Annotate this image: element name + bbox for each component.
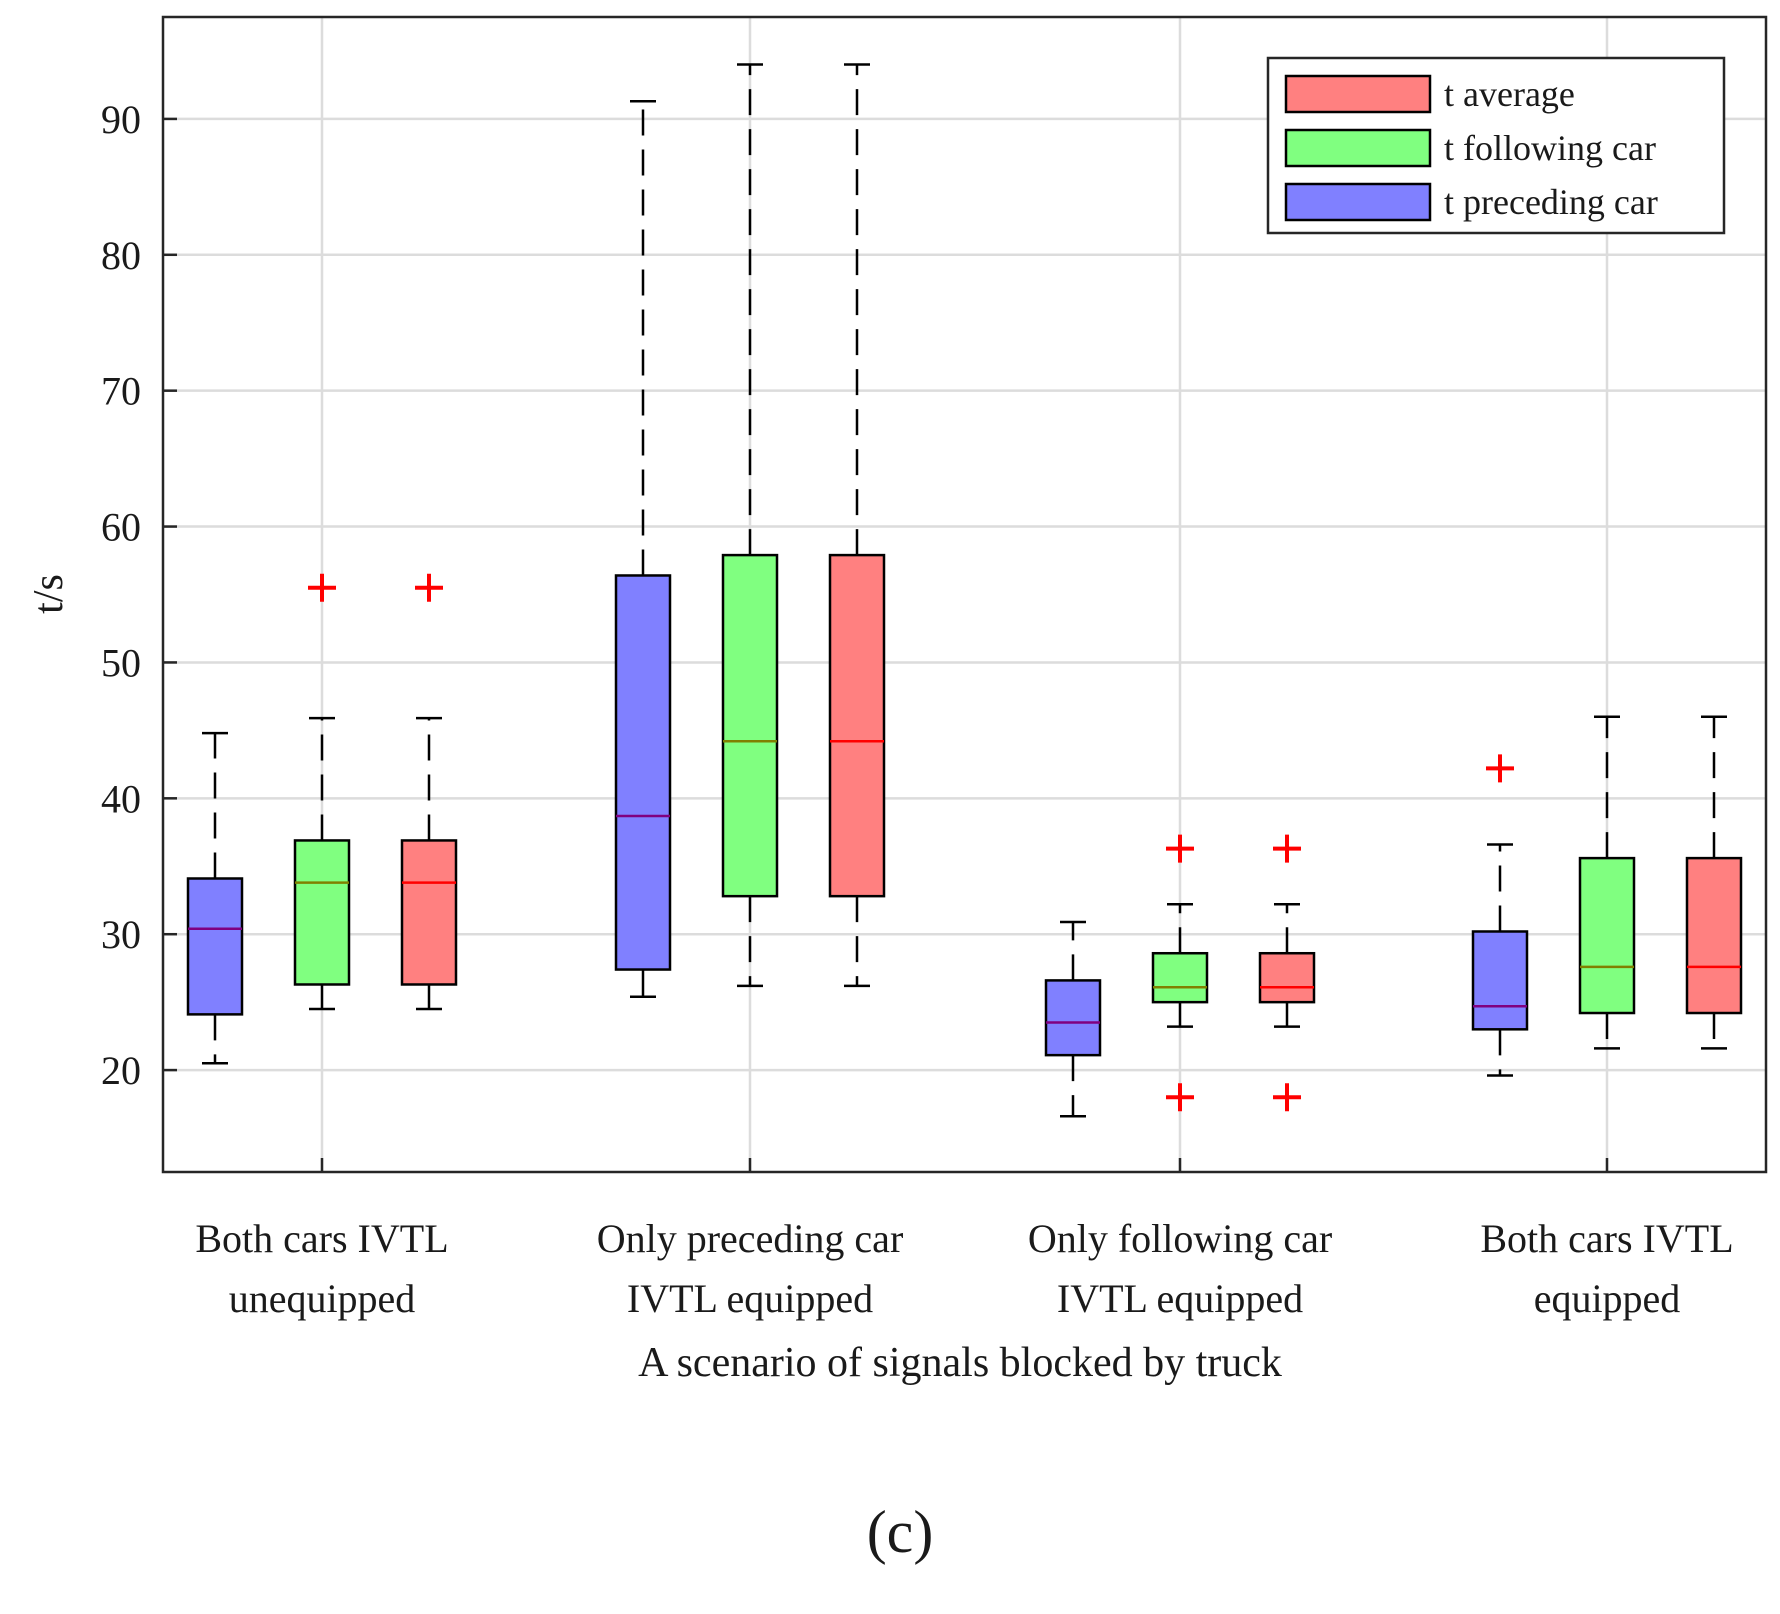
box-t-average xyxy=(828,63,886,988)
iqr-box xyxy=(186,877,244,1016)
y-tick-label: 50 xyxy=(101,640,141,685)
box-series xyxy=(186,63,1743,1118)
outlier-marker xyxy=(308,573,336,602)
x-category-label-line2: equipped xyxy=(1534,1276,1681,1321)
x-category-label-line2: IVTL equipped xyxy=(627,1276,873,1321)
outlier-marker xyxy=(1166,834,1194,863)
x-category-label-line1: Both cars IVTL xyxy=(1480,1216,1733,1261)
iqr-box xyxy=(1578,856,1636,1015)
box-t-preceding-car xyxy=(186,731,244,1065)
iqr-box xyxy=(1044,979,1102,1057)
y-tick-label: 30 xyxy=(101,912,141,957)
iqr-box xyxy=(1685,856,1743,1015)
iqr-box xyxy=(400,839,458,986)
axis-ticks xyxy=(163,117,1609,1172)
x-category-label-line2: IVTL equipped xyxy=(1057,1276,1303,1321)
x-category-label-line1: Both cars IVTL xyxy=(195,1216,448,1261)
box-t-average xyxy=(1258,834,1316,1112)
y-tick-label: 80 xyxy=(101,233,141,278)
panel-label: (c) xyxy=(867,1499,934,1565)
y-tick-label: 40 xyxy=(101,776,141,821)
plot-frame xyxy=(161,15,1768,1174)
y-tick-label: 90 xyxy=(101,97,141,142)
iqr-box xyxy=(721,553,779,898)
iqr-box xyxy=(1471,930,1529,1031)
legend-swatch xyxy=(1284,128,1432,168)
outlier-marker xyxy=(1166,1083,1194,1112)
box-t-average xyxy=(400,573,458,1011)
box-t-following-car xyxy=(1151,834,1209,1112)
box-t-following-car xyxy=(293,573,351,1011)
x-category-label-line1: Only following car xyxy=(1028,1216,1332,1261)
iqr-box xyxy=(614,574,672,971)
box-t-average xyxy=(1685,715,1743,1050)
box-t-following-car xyxy=(721,63,779,988)
box-t-preceding-car xyxy=(1044,920,1102,1118)
iqr-box xyxy=(1151,951,1209,1004)
outlier-marker xyxy=(1273,834,1301,863)
legend-swatch xyxy=(1284,74,1432,114)
iqr-box xyxy=(293,839,351,986)
legend: t average t following car t preceding car xyxy=(1266,56,1726,235)
legend-swatch xyxy=(1284,182,1432,222)
x-category-label-line2: unequipped xyxy=(229,1276,416,1321)
outlier-marker xyxy=(1273,1083,1301,1112)
iqr-box xyxy=(1258,951,1316,1004)
box-t-preceding-car xyxy=(614,99,672,998)
y-tick-label: 70 xyxy=(101,369,141,414)
iqr-box xyxy=(828,553,886,898)
y-tick-label: 60 xyxy=(101,505,141,550)
x-axis-title: A scenario of signals blocked by truck xyxy=(638,1340,1282,1386)
box-t-following-car xyxy=(1578,715,1636,1050)
y-axis-title: t/s xyxy=(26,574,72,614)
legend-label: t average xyxy=(1444,74,1575,114)
y-tick-label: 20 xyxy=(101,1048,141,1093)
legend-label: t preceding car xyxy=(1444,182,1658,222)
box-t-preceding-car xyxy=(1471,754,1529,1077)
outlier-marker xyxy=(415,573,443,602)
x-category-label-line1: Only preceding car xyxy=(597,1216,904,1261)
outlier-marker xyxy=(1486,754,1514,783)
legend-label: t following car xyxy=(1444,128,1656,168)
